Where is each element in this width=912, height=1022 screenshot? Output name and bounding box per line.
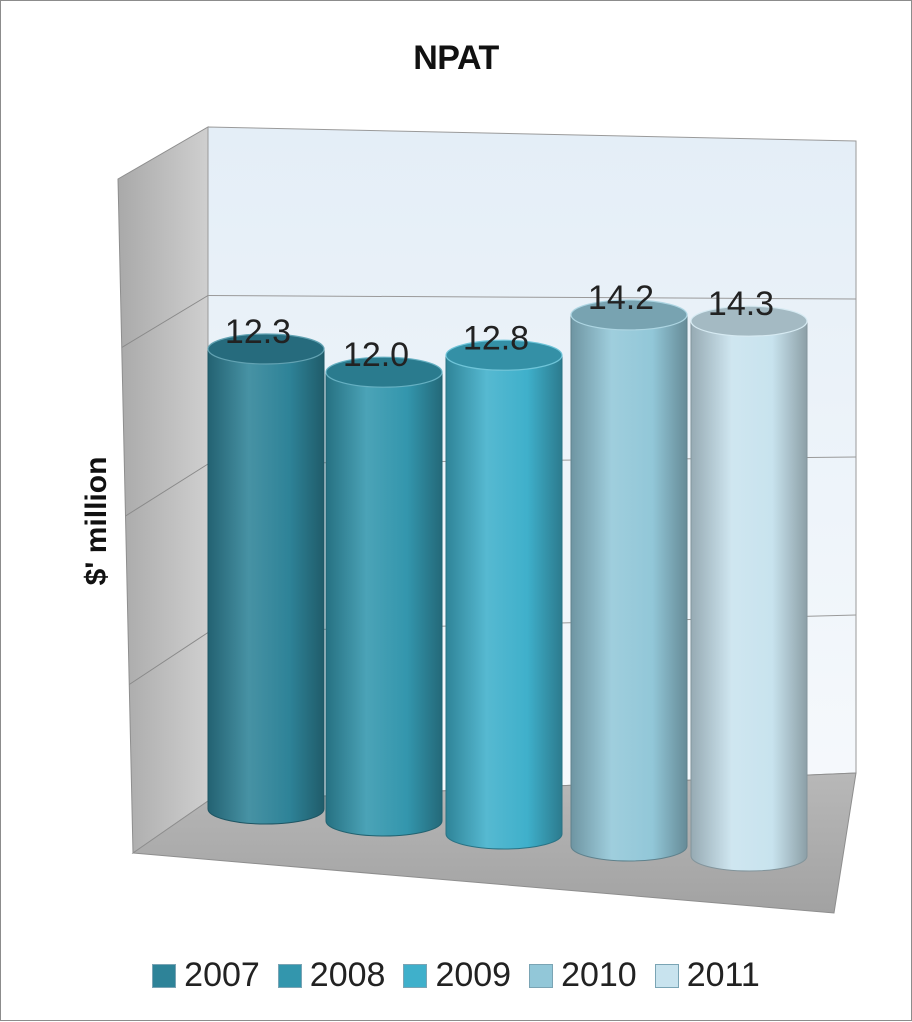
bar-2011: 14.3 bbox=[690, 285, 808, 872]
legend-label-2009: 2009 bbox=[435, 956, 512, 994]
legend: 2007 2008 2009 2010 2011 bbox=[1, 956, 911, 995]
legend-item-2009: 2009 bbox=[403, 956, 511, 995]
bars: 12.3 12.0 12.8 14.2 14.3 bbox=[207, 279, 808, 872]
legend-swatch-2011 bbox=[654, 963, 679, 988]
legend-swatch-2008 bbox=[277, 963, 302, 988]
bar-2007: 12.3 bbox=[207, 313, 325, 825]
data-label-2007: 12.3 bbox=[225, 313, 291, 351]
gridline-side bbox=[128, 632, 209, 685]
bar-top-2007 bbox=[207, 333, 325, 365]
legend-item-2007: 2007 bbox=[152, 956, 260, 995]
bar-2009: 12.8 bbox=[445, 319, 563, 850]
chart-title: NPAT bbox=[413, 39, 499, 77]
bar-body-2011 bbox=[690, 320, 808, 872]
gridline-side bbox=[121, 295, 209, 348]
data-label-2010: 14.2 bbox=[588, 279, 654, 317]
legend-swatch-2007 bbox=[152, 963, 177, 988]
bar-body-2010 bbox=[570, 314, 688, 862]
legend-label-2007: 2007 bbox=[184, 956, 260, 994]
bar-body-2009 bbox=[445, 354, 563, 850]
legend-label-2011: 2011 bbox=[686, 956, 760, 994]
gridline-back bbox=[207, 295, 857, 300]
bar-2010: 14.2 bbox=[570, 279, 688, 862]
data-label-2011: 14.3 bbox=[708, 285, 774, 323]
legend-label-2010: 2010 bbox=[561, 956, 637, 994]
bar-body-2007 bbox=[207, 348, 325, 825]
data-label-2009: 12.8 bbox=[463, 319, 529, 357]
bar-top-2009 bbox=[445, 339, 563, 371]
bar-2008: 12.0 bbox=[325, 336, 443, 837]
data-label-2008: 12.0 bbox=[343, 336, 409, 374]
legend-item-2010: 2010 bbox=[529, 956, 637, 995]
side-wall bbox=[117, 126, 209, 854]
legend-label-2008: 2008 bbox=[309, 956, 386, 994]
legend-item-2008: 2008 bbox=[277, 956, 386, 995]
bar-top-2011 bbox=[690, 305, 808, 337]
gridline-side bbox=[125, 463, 209, 517]
bar-top-2010 bbox=[570, 299, 688, 331]
legend-swatch-2009 bbox=[403, 963, 428, 988]
bar-top-2008 bbox=[325, 356, 443, 388]
legend-item-2011: 2011 bbox=[654, 956, 760, 995]
legend-swatch-2010 bbox=[529, 963, 554, 988]
bar-body-2008 bbox=[325, 371, 443, 837]
